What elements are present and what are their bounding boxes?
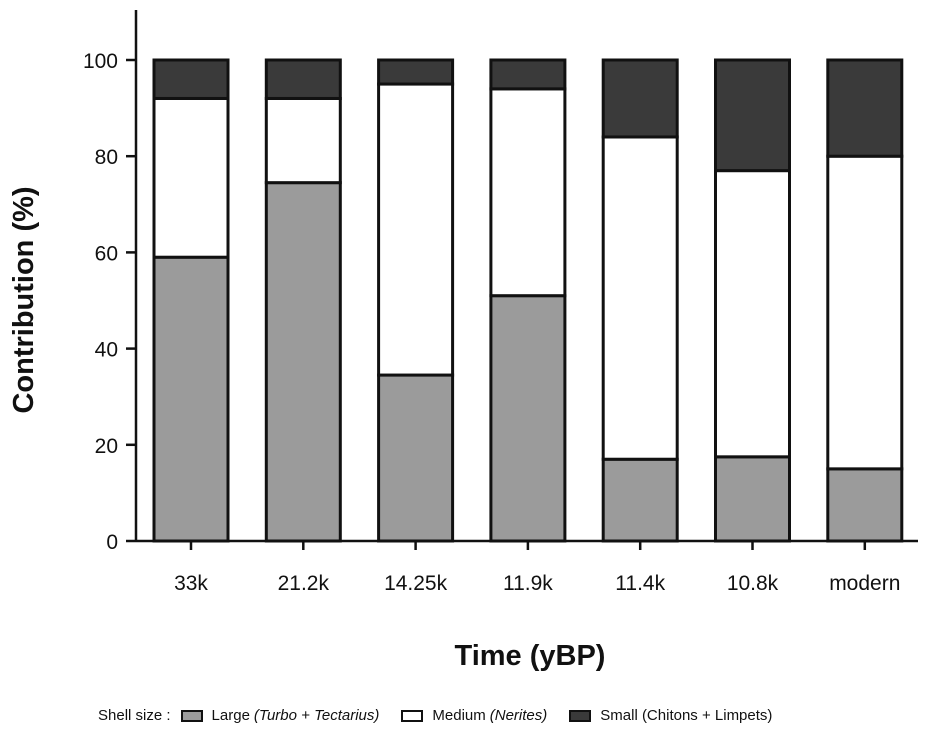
bar-small-1	[152, 58, 230, 100]
x-tick-label: 11.9k	[503, 572, 553, 595]
bar-large-7	[826, 467, 904, 543]
bar-large-4	[489, 294, 567, 543]
legend-label-small: Small (Chitons + Limpets)	[600, 707, 773, 724]
bar-large-3	[377, 373, 455, 543]
x-tick-label: 21.2k	[278, 572, 330, 595]
bar-medium-5	[601, 135, 679, 461]
legend-note-medium: (Nerites)	[489, 707, 548, 724]
x-axis-title: Time (yBP)	[455, 640, 606, 672]
x-tick-label: modern	[829, 572, 900, 595]
bar-medium-2	[264, 96, 342, 185]
bar-small-3	[377, 58, 455, 86]
bar-large-5	[601, 457, 679, 543]
legend-title: Shell size :	[98, 707, 171, 724]
legend-item-medium: Medium (Nerites)	[401, 707, 547, 724]
legend-swatch-medium	[401, 709, 424, 722]
axes-group: 33k 21.2k 14.25k 11.9k 11.4k 10.8k modern 0 20 40…	[83, 10, 918, 595]
x-tick-label: 33k	[174, 572, 208, 595]
y-tick-label: 40	[95, 339, 118, 362]
bar-medium-4	[489, 87, 567, 298]
legend-label-large: Large	[211, 707, 250, 724]
bar-medium-3	[377, 82, 455, 377]
legend-item-large: Large (Turbo + Tectarius)	[180, 707, 380, 724]
bar-small-6	[714, 58, 791, 173]
y-axis-title: Contribution (%)	[8, 186, 40, 413]
legend-label-medium: Medium	[432, 707, 486, 724]
legend-note-large: (Turbo + Tectarius)	[253, 707, 380, 724]
bars-group	[152, 58, 904, 543]
y-tick-label: 100	[83, 50, 118, 73]
bar-medium-6	[714, 169, 791, 459]
bar-large-6	[714, 455, 791, 543]
bar-small-7	[826, 58, 904, 158]
y-tick-label: 20	[95, 435, 118, 458]
bar-small-2	[264, 58, 342, 100]
stacked-bar-chart: 33k 21.2k 14.25k 11.9k 11.4k 10.8k modern 0 20 40…	[8, 10, 918, 672]
x-tick-label: 11.4k	[615, 572, 665, 595]
legend-item-small: Small (Chitons + Limpets)	[569, 707, 776, 724]
x-tick-label: 14.25k	[384, 572, 448, 595]
bar-large-1	[152, 255, 230, 543]
bar-small-4	[489, 58, 567, 91]
legend-swatch-small	[569, 709, 592, 722]
bar-small-5	[601, 58, 679, 139]
x-tick-label: 10.8k	[727, 572, 779, 595]
bar-medium-1	[152, 96, 230, 259]
legend-swatch-large	[180, 709, 203, 722]
legend: Shell size : Large (Turbo + Tectarius) M…	[98, 707, 798, 724]
y-tick-label: 80	[95, 146, 118, 169]
bar-medium-7	[826, 154, 904, 471]
bar-large-2	[264, 181, 342, 543]
y-tick-label: 0	[106, 531, 118, 554]
y-tick-label: 60	[95, 242, 118, 265]
